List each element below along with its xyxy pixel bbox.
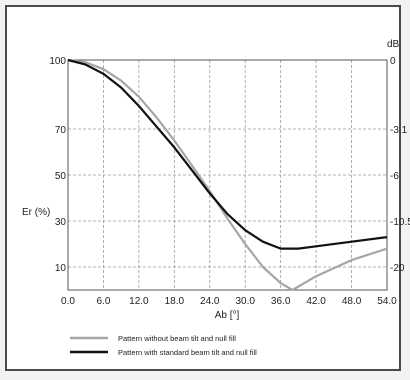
x-tick-label: 12.0 bbox=[129, 296, 149, 307]
y-axis-right-label: dB bbox=[387, 39, 400, 50]
x-tick-label: 48.0 bbox=[342, 296, 362, 307]
x-tick-label: 0.0 bbox=[61, 296, 75, 307]
y-tick-label-right: -20 bbox=[390, 263, 405, 274]
x-tick-label: 42.0 bbox=[306, 296, 326, 307]
series-layer bbox=[67, 58, 388, 292]
x-tick-label: 54.0 bbox=[377, 296, 397, 307]
legend: Pattern without beam tilt and null fill P… bbox=[70, 334, 257, 357]
y-tick-label-right: -10.5 bbox=[390, 217, 410, 228]
x-tick-label: 30.0 bbox=[235, 296, 255, 307]
tick-labels: 0.0 6.0 12.0 18.0 24.0 30.0 36.0 42.0 48.0 54.0 10… bbox=[49, 56, 410, 307]
x-axis-label: Ab [°] bbox=[215, 310, 240, 321]
legend-label-2: Pattern with standard beam tilt and null… bbox=[118, 348, 257, 357]
series-line-1 bbox=[67, 58, 388, 292]
y-tick-label-left: 70 bbox=[55, 125, 67, 136]
y-tick-label-left: 30 bbox=[55, 217, 67, 228]
x-tick-label: 6.0 bbox=[96, 296, 110, 307]
y-tick-label-right: -3.1 bbox=[390, 125, 408, 136]
y-tick-label-left: 100 bbox=[49, 56, 66, 67]
plot-area bbox=[67, 59, 388, 291]
y-tick-label-left: 50 bbox=[55, 171, 67, 182]
legend-label-1: Pattern without beam tilt and null fill bbox=[118, 334, 236, 343]
chart-frame bbox=[5, 5, 401, 371]
series-line-2 bbox=[67, 58, 388, 250]
y-axis-label: Er (%) bbox=[22, 207, 50, 218]
x-tick-label: 24.0 bbox=[200, 296, 220, 307]
y-tick-label-right: -6 bbox=[390, 171, 399, 182]
grid-lines bbox=[68, 60, 387, 290]
x-tick-label: 18.0 bbox=[165, 296, 185, 307]
y-tick-label-right: 0 bbox=[390, 56, 396, 67]
y-tick-label-left: 10 bbox=[55, 263, 67, 274]
x-tick-label: 36.0 bbox=[271, 296, 291, 307]
